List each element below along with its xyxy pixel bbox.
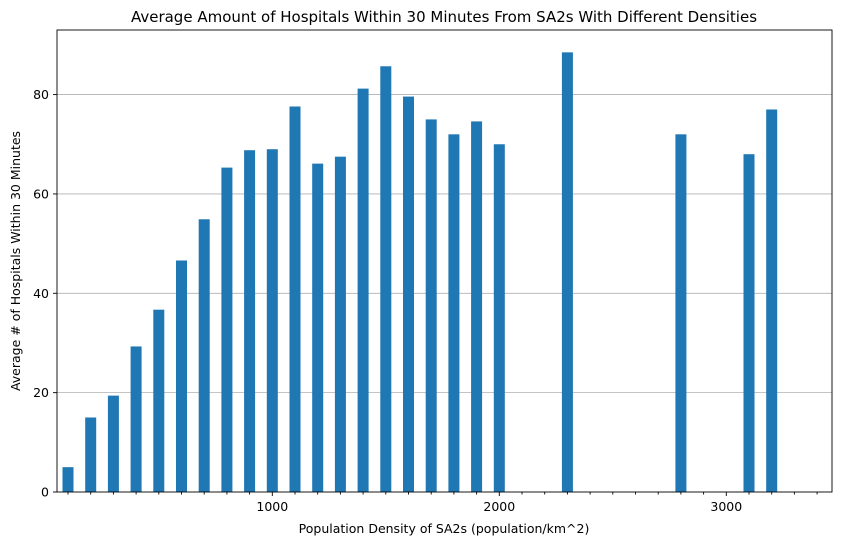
bar <box>403 96 414 492</box>
bar <box>561 52 573 493</box>
bar <box>448 134 460 493</box>
x-tick-label: 2000 <box>483 499 515 514</box>
plot-frame <box>56 29 833 493</box>
bar-layer <box>62 52 778 493</box>
bar <box>62 467 74 492</box>
bar <box>493 144 505 493</box>
bar <box>289 106 301 492</box>
bar <box>380 66 392 492</box>
x-axis-label: Population Density of SA2s (population/k… <box>299 521 590 536</box>
bar <box>221 167 233 492</box>
bar <box>743 154 755 492</box>
bar <box>357 88 369 492</box>
y-tick-label: 80 <box>33 87 49 102</box>
tick-layer: 0 20 40 60 80 1000 2000 3000 <box>33 87 818 514</box>
bar <box>766 109 778 492</box>
bar <box>130 346 142 492</box>
bar <box>471 121 483 493</box>
y-tick-label: 60 <box>33 186 49 201</box>
bar <box>334 156 346 492</box>
bar <box>107 395 119 492</box>
bar <box>675 134 687 493</box>
chart-title: Average Amount of Hospitals Within 30 Mi… <box>131 8 757 26</box>
grid-layer <box>57 94 832 394</box>
x-tick-label: 1000 <box>256 499 288 514</box>
bar <box>312 163 324 492</box>
y-axis-label: Average # of Hospitals Within 30 Minutes <box>8 131 23 391</box>
x-tick-label: 3000 <box>710 499 742 514</box>
bar <box>198 219 210 492</box>
bar <box>425 119 437 492</box>
bar <box>153 309 165 492</box>
bar <box>85 417 97 492</box>
y-tick-label: 0 <box>41 485 49 500</box>
y-tick-label: 40 <box>33 286 49 301</box>
bar <box>266 149 278 492</box>
bar <box>176 260 187 492</box>
y-tick-label: 20 <box>33 385 49 400</box>
bar <box>244 150 256 492</box>
